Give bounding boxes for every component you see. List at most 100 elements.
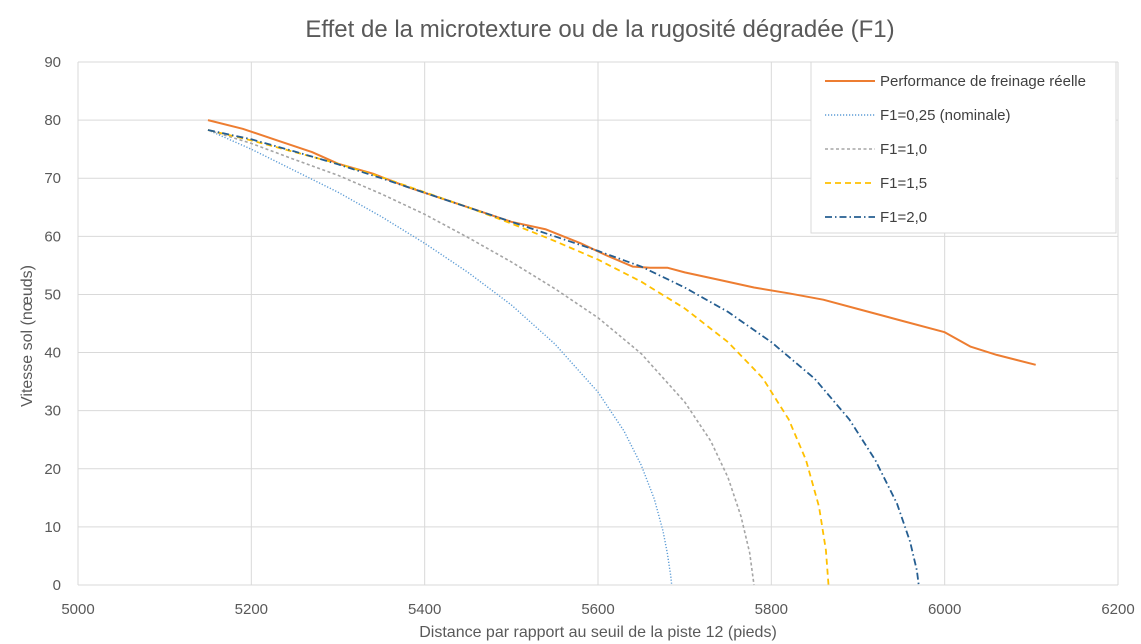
data-point (788, 419, 790, 421)
data-point (242, 128, 244, 130)
data-point (901, 320, 903, 322)
data-point (649, 267, 651, 269)
data-point (277, 140, 279, 142)
data-point (823, 299, 825, 301)
series-line-3 (207, 129, 830, 586)
data-point (909, 541, 911, 543)
data-point (771, 341, 773, 343)
data-point (381, 216, 383, 218)
data-point (814, 378, 816, 380)
x-tick-label: 5800 (755, 601, 788, 618)
chart-title: Effet de la microtexture ou de la rugosi… (305, 16, 894, 43)
legend-label: F1=2,0 (880, 209, 927, 226)
x-tick-label: 6200 (1101, 601, 1134, 618)
y-tick-label: 70 (44, 170, 61, 187)
y-tick-label: 30 (44, 403, 61, 420)
data-point (727, 477, 729, 479)
data-point (511, 304, 513, 306)
data-point (207, 129, 209, 131)
data-point (580, 243, 582, 245)
data-point (916, 570, 918, 572)
y-tick-label: 80 (44, 112, 61, 129)
data-point (597, 317, 599, 319)
legend-label: F1=0,25 (nominale) (880, 107, 1011, 124)
legend-label: Performance de freinage réelle (880, 73, 1086, 90)
data-point (554, 288, 556, 290)
data-point (727, 341, 729, 343)
data-point (641, 266, 643, 268)
data-point (467, 272, 469, 274)
data-point (511, 221, 513, 223)
series-line-0 (207, 119, 1036, 366)
data-point (684, 308, 686, 310)
y-tick-label: 90 (44, 54, 61, 71)
data-point (424, 192, 426, 194)
x-tick-label: 5600 (581, 601, 614, 618)
data-point (294, 170, 296, 172)
data-point (251, 148, 253, 150)
series-line-4 (207, 129, 920, 586)
legend-label: F1=1,0 (880, 141, 927, 158)
y-tick-label: 0 (53, 577, 61, 594)
data-point (1035, 364, 1037, 366)
data-point (554, 343, 556, 345)
data-point (641, 281, 643, 283)
series-points-3 (207, 129, 829, 586)
series-points-2 (207, 129, 755, 586)
data-point (337, 175, 339, 177)
legend: Performance de freinage réelle F1=0,25 (n… (810, 61, 1117, 234)
data-point (918, 584, 920, 586)
data-point (554, 240, 556, 242)
data-point (207, 119, 209, 121)
data-point (670, 575, 672, 577)
data-point (545, 229, 547, 231)
data-point (667, 552, 669, 554)
data-point (727, 311, 729, 313)
x-tick-label: 6000 (928, 601, 961, 618)
series-line-1 (207, 129, 673, 586)
axis-layer: 5000 5200 5400 5600 5800 6000 6200 0 10 20 30 40 50 6… (44, 54, 1134, 618)
y-tick-label: 40 (44, 345, 61, 362)
series-line-2 (207, 129, 755, 586)
x-tick-label: 5200 (235, 601, 268, 618)
data-point (857, 308, 859, 310)
data-point (753, 584, 755, 586)
data-point (719, 279, 721, 281)
data-point (381, 177, 383, 179)
x-tick-label: 5400 (408, 601, 441, 618)
data-point (337, 191, 339, 193)
data-point (684, 272, 686, 274)
data-point (597, 391, 599, 393)
data-point (597, 250, 599, 252)
data-point (671, 584, 673, 586)
data-point (597, 259, 599, 261)
legend-box (810, 61, 1117, 234)
data-point (467, 237, 469, 239)
data-point (511, 223, 513, 225)
data-point (337, 163, 339, 165)
data-point (753, 287, 755, 289)
data-point (788, 292, 790, 294)
data-point (762, 377, 764, 379)
data-point (828, 584, 830, 586)
y-tick-label: 10 (44, 519, 61, 536)
data-point (251, 138, 253, 140)
data-point (424, 243, 426, 245)
data-point (632, 266, 634, 268)
data-point (424, 213, 426, 215)
data-point (641, 464, 643, 466)
data-point (251, 143, 253, 145)
y-tick-label: 50 (44, 286, 61, 303)
y-tick-label: 20 (44, 461, 61, 478)
series-layer (207, 119, 1037, 586)
y-axis-label: Vitesse sol (nœuds) (19, 265, 36, 407)
data-point (623, 430, 625, 432)
data-point (944, 331, 946, 333)
data-point (849, 419, 851, 421)
data-point (740, 516, 742, 518)
data-point (684, 287, 686, 289)
data-point (467, 206, 469, 208)
data-point (875, 459, 877, 461)
data-point (996, 354, 998, 356)
